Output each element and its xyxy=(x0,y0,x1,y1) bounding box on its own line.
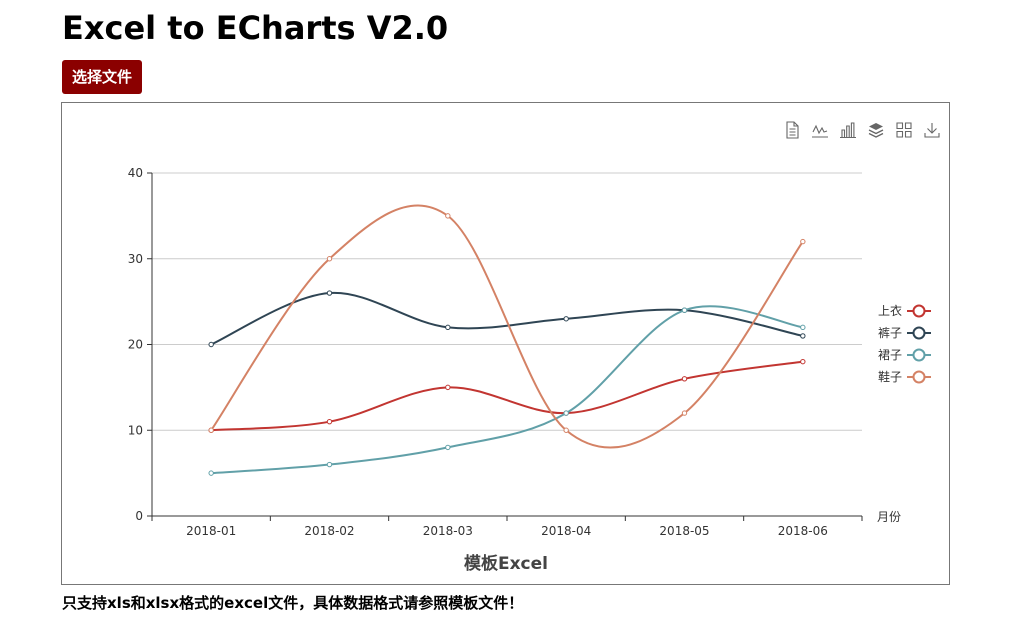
legend-label: 上衣 xyxy=(878,303,902,318)
data-point xyxy=(208,427,214,433)
data-point xyxy=(445,324,451,331)
axes: 0 10 20 30 40 2018-01 2018-02 2018-03 2018-04 201… xyxy=(128,166,863,538)
data-point xyxy=(326,461,333,468)
select-file-button[interactable]: 选择文件 xyxy=(62,60,143,94)
data-view-icon[interactable] xyxy=(781,119,803,141)
series-line xyxy=(211,360,803,432)
data-point xyxy=(326,418,333,425)
bar-chart-icon[interactable] xyxy=(837,119,859,141)
data-point xyxy=(563,316,569,322)
series-line xyxy=(210,204,804,449)
data-point xyxy=(800,324,806,331)
legend-marker xyxy=(912,370,926,384)
line-chart-icon[interactable] xyxy=(809,119,831,141)
chart-container: 0 10 20 30 40 2018-01 2018-02 2018-03 2018-04 201… xyxy=(61,102,950,585)
tiled-icon[interactable] xyxy=(893,119,915,141)
chart-title: 模板Excel xyxy=(464,553,548,574)
y-tick-label: 20 xyxy=(128,338,143,352)
chart-toolbox xyxy=(781,119,943,141)
x-axis-name: 月份 xyxy=(877,510,901,524)
data-point xyxy=(208,470,214,476)
x-tick-label: 2018-05 xyxy=(659,524,709,538)
data-point xyxy=(563,410,569,416)
data-point xyxy=(445,444,451,451)
data-point xyxy=(326,256,333,262)
y-tick-label: 40 xyxy=(128,166,143,180)
y-tick-label: 0 xyxy=(135,509,143,523)
stack-icon[interactable] xyxy=(865,119,887,141)
page-title: Excel to ECharts V2.0 xyxy=(62,9,449,47)
series-line xyxy=(211,305,803,475)
legend-marker xyxy=(912,304,926,318)
legend-label: 鞋子 xyxy=(878,369,902,384)
data-point xyxy=(681,307,688,313)
data-point xyxy=(800,358,806,365)
data-point xyxy=(681,376,688,382)
data-point xyxy=(326,290,333,296)
x-tick-label: 2018-01 xyxy=(186,524,236,538)
y-tick-label: 30 xyxy=(128,252,143,266)
line-chart: 0 10 20 30 40 2018-01 2018-02 2018-03 2018-04 201… xyxy=(128,166,931,574)
download-icon[interactable] xyxy=(921,119,943,141)
data-point xyxy=(445,213,451,219)
x-tick-label: 2018-03 xyxy=(423,524,473,538)
data-point xyxy=(208,341,214,348)
legend-label: 裤子 xyxy=(878,326,902,340)
legend-label: 裙子 xyxy=(878,348,902,362)
data-point xyxy=(800,333,806,339)
grid-lines xyxy=(152,172,862,431)
data-point xyxy=(800,238,806,245)
y-tick-label: 10 xyxy=(128,423,143,437)
x-tick-label: 2018-02 xyxy=(304,524,354,538)
x-tick-label: 2018-04 xyxy=(541,524,591,538)
data-point xyxy=(563,427,569,433)
series-line xyxy=(210,292,804,346)
format-note: 只支持xls和xlsx格式的excel文件，具体数据格式请参照模板文件！ xyxy=(62,594,524,612)
data-point xyxy=(445,384,451,391)
legend-marker xyxy=(912,326,926,340)
series-lines xyxy=(208,204,806,476)
legend-marker xyxy=(912,348,926,362)
data-point xyxy=(681,410,688,416)
x-tick-label: 2018-06 xyxy=(778,524,828,538)
